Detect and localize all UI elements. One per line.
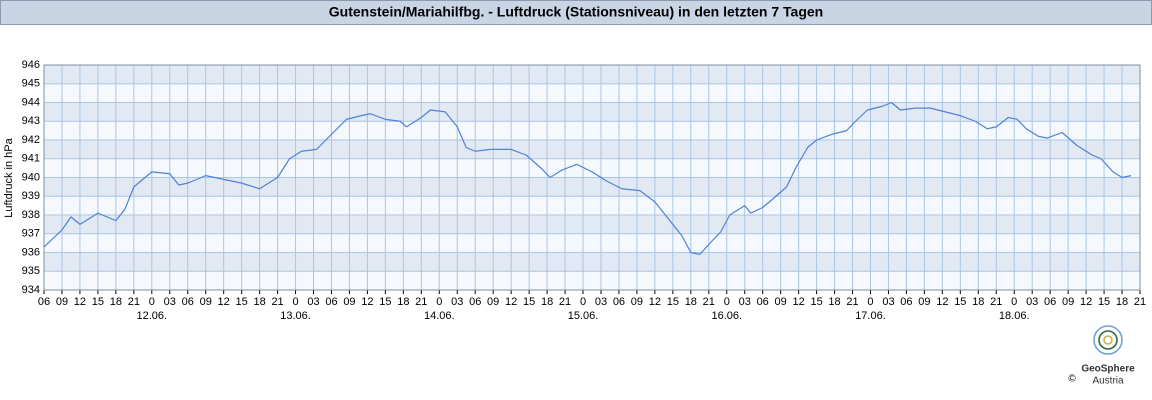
x-tick-label: 06 xyxy=(613,296,625,308)
x-tick-label: 12 xyxy=(361,296,373,308)
date-label: 16.06. xyxy=(711,310,742,322)
x-tick-label: 09 xyxy=(918,296,930,308)
x-tick-label: 21 xyxy=(271,296,283,308)
x-tick-label: 06 xyxy=(182,296,194,308)
x-tick-label: 21 xyxy=(703,296,715,308)
x-tick-label: 12 xyxy=(74,296,86,308)
x-tick-label: 18 xyxy=(253,296,265,308)
x-tick-label: 06 xyxy=(325,296,337,308)
y-tick-label: 936 xyxy=(22,246,40,258)
date-label: 18.06. xyxy=(999,310,1030,322)
x-tick-label: 03 xyxy=(307,296,319,308)
x-tick-label: 15 xyxy=(92,296,104,308)
x-tick-label: 09 xyxy=(631,296,643,308)
x-tick-label: 21 xyxy=(1134,296,1146,308)
date-label: 15.06. xyxy=(568,310,599,322)
date-label: 12.06. xyxy=(137,310,168,322)
x-tick-label: 0 xyxy=(724,296,730,308)
copyright: © xyxy=(1068,374,1076,385)
title-bar xyxy=(0,0,1152,25)
y-tick-label: 944 xyxy=(22,96,40,108)
x-tick-label: 0 xyxy=(292,296,298,308)
x-tick-label: 03 xyxy=(595,296,607,308)
y-tick-label: 939 xyxy=(22,190,40,202)
y-tick-label: 941 xyxy=(22,153,40,165)
x-tick-label: 03 xyxy=(882,296,894,308)
y-tick-label: 942 xyxy=(22,134,40,146)
x-tick-label: 15 xyxy=(1098,296,1110,308)
x-tick-label: 0 xyxy=(149,296,155,308)
x-tick-label: 09 xyxy=(1062,296,1074,308)
grid-band xyxy=(44,177,1140,197)
x-tick-label: 15 xyxy=(523,296,535,308)
y-tick-label: 938 xyxy=(22,209,40,221)
x-tick-label: 21 xyxy=(846,296,858,308)
logo-sub: Austria xyxy=(1092,376,1124,387)
chart-title: Gutenstein/Mariahilfbg. - Luftdruck (Sta… xyxy=(329,4,823,20)
x-tick-label: 0 xyxy=(1011,296,1017,308)
x-tick-label: 21 xyxy=(990,296,1002,308)
x-tick-label: 15 xyxy=(810,296,822,308)
y-tick-label: 940 xyxy=(22,171,40,183)
x-tick-label: 0 xyxy=(867,296,873,308)
date-label: 14.06. xyxy=(424,310,455,322)
date-label: 13.06. xyxy=(280,310,311,322)
data-line xyxy=(43,101,1132,255)
x-tick-label: 09 xyxy=(343,296,355,308)
x-tick-label: 09 xyxy=(487,296,499,308)
x-tick-label: 18 xyxy=(828,296,840,308)
grid-band xyxy=(44,252,1140,272)
y-tick-label: 935 xyxy=(22,265,40,277)
x-tick-label: 18 xyxy=(541,296,553,308)
x-tick-label: 12 xyxy=(792,296,804,308)
y-axis-label: Luftdruck in hPa xyxy=(3,137,15,217)
x-tick-label: 0 xyxy=(580,296,586,308)
x-tick-label: 03 xyxy=(164,296,176,308)
x-tick-label: 18 xyxy=(972,296,984,308)
x-tick-label: 21 xyxy=(128,296,140,308)
plot-border xyxy=(43,64,1141,291)
y-tick-label: 934 xyxy=(22,284,40,296)
x-tick-label: 06 xyxy=(1044,296,1056,308)
date-label: 17.06. xyxy=(855,310,886,322)
y-tick-label: 946 xyxy=(22,59,40,71)
y-tick-label: 937 xyxy=(22,228,40,240)
x-tick-label: 18 xyxy=(110,296,122,308)
x-tick-label: 03 xyxy=(739,296,751,308)
x-tick-label: 09 xyxy=(56,296,68,308)
y-tick-label: 945 xyxy=(22,78,40,90)
grid-band xyxy=(44,215,1140,234)
x-tick-label: 21 xyxy=(559,296,571,308)
x-tick-label: 12 xyxy=(936,296,948,308)
x-tick-label: 03 xyxy=(451,296,463,308)
x-tick-label: 12 xyxy=(1080,296,1092,308)
x-tick-label: 18 xyxy=(1116,296,1128,308)
grid-band xyxy=(44,65,1140,84)
x-tick-label: 18 xyxy=(685,296,697,308)
x-tick-label: 21 xyxy=(415,296,427,308)
x-tick-label: 15 xyxy=(379,296,391,308)
x-tick-label: 12 xyxy=(505,296,517,308)
x-tick-label: 06 xyxy=(900,296,912,308)
x-tick-label: 0 xyxy=(436,296,442,308)
y-tick-label: 943 xyxy=(22,115,40,127)
x-tick-label: 09 xyxy=(200,296,212,308)
logo-name: GeoSphere xyxy=(1081,364,1135,375)
x-tick-label: 09 xyxy=(775,296,787,308)
x-tick-label: 03 xyxy=(1026,296,1038,308)
x-tick-label: 06 xyxy=(469,296,481,308)
x-tick-label: 15 xyxy=(667,296,679,308)
grid-band xyxy=(44,140,1140,159)
logo xyxy=(1093,325,1123,355)
x-tick-label: 06 xyxy=(757,296,769,308)
grid-band xyxy=(44,102,1140,122)
x-tick-label: 12 xyxy=(218,296,230,308)
x-tick-label: 06 xyxy=(38,296,50,308)
x-tick-label: 15 xyxy=(236,296,248,308)
x-tick-label: 12 xyxy=(649,296,661,308)
x-tick-label: 15 xyxy=(954,296,966,308)
x-tick-label: 18 xyxy=(397,296,409,308)
